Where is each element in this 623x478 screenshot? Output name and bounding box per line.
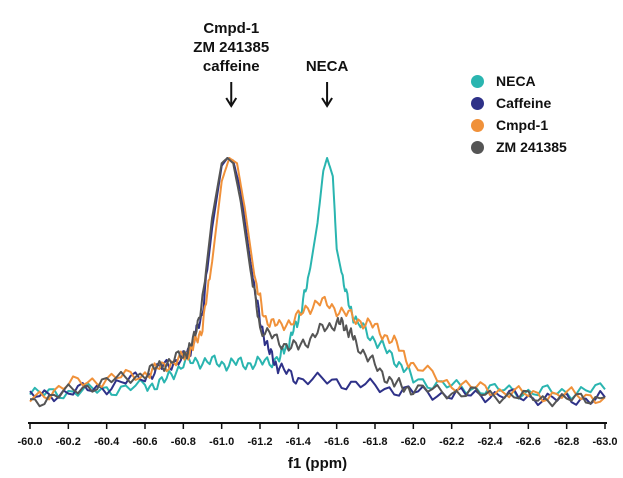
x-tick-label: -60.6 — [132, 436, 157, 448]
x-tick-label: -62.0 — [401, 436, 426, 448]
annotation-line: NECA — [305, 58, 349, 75]
annotation-line: ZM 241385 — [193, 39, 270, 56]
x-tick-label: -63.0 — [592, 436, 617, 448]
legend-item: NECA — [471, 70, 567, 92]
x-tick-label: -61.6 — [324, 436, 349, 448]
annotation-arrows — [225, 82, 333, 108]
series-line-cmpd-1 — [29, 157, 606, 405]
x-tick-label: -60.0 — [17, 436, 42, 448]
down-arrow-icon — [225, 82, 238, 108]
x-tick-label: -61.2 — [247, 436, 272, 448]
legend-label: NECA — [496, 73, 536, 89]
legend-swatch — [471, 118, 484, 132]
x-tick-label: -61.0 — [209, 436, 234, 448]
peak-annotation: Cmpd-1 ZM 241385 caffeine — [171, 19, 291, 76]
x-tick-label: -60.2 — [56, 436, 81, 448]
annotation-line: caffeine — [202, 58, 260, 75]
legend-item: Caffeine — [471, 92, 567, 114]
legend-label: Caffeine — [496, 95, 552, 111]
annotation-line: Cmpd-1 — [203, 20, 260, 37]
legend: NECA Caffeine Cmpd-1 ZM 241385 — [471, 70, 567, 158]
x-tick-label: -62.8 — [554, 436, 579, 448]
x-tick-label: -60.4 — [94, 436, 120, 448]
legend-swatch — [471, 96, 484, 110]
series-line-neca — [29, 157, 606, 401]
x-tick-layer: -60.0 -60.2 -60.4 -60.6 -60.8 -61.0 -61.2 -61.4… — [17, 423, 618, 448]
peak-annotation: NECA — [267, 57, 387, 76]
legend-swatch — [471, 140, 484, 154]
legend-label: ZM 241385 — [496, 139, 567, 155]
legend-swatch — [471, 74, 484, 88]
x-tick-label: -62.6 — [516, 436, 541, 448]
x-tick-label: -61.8 — [362, 436, 387, 448]
series-layer — [29, 157, 606, 408]
legend-label: Cmpd-1 — [496, 117, 549, 133]
x-axis-label: f1 (ppm) — [288, 455, 347, 472]
legend-item: ZM 241385 — [471, 136, 567, 158]
x-tick-label: -60.8 — [171, 436, 196, 448]
x-tick-label: -62.2 — [439, 436, 464, 448]
down-arrow-icon — [321, 82, 333, 108]
x-tick-label: -61.4 — [286, 436, 312, 448]
series-line-zm-241385 — [29, 157, 606, 408]
x-tick-label: -62.4 — [477, 436, 503, 448]
series-line-caffeine — [29, 157, 606, 407]
legend-item: Cmpd-1 — [471, 114, 567, 136]
